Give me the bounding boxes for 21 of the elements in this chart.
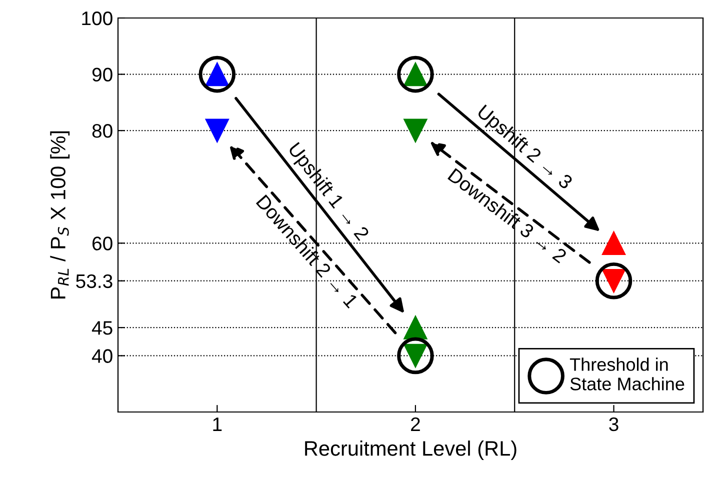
x-tick-label: 3 xyxy=(609,417,618,432)
x-axis-title: Recruitment Level (RL) xyxy=(305,440,516,460)
point xyxy=(595,262,632,300)
legend-label: Threshold in State Machine xyxy=(570,358,684,390)
point xyxy=(205,118,229,142)
y-tick-label: 40 xyxy=(92,349,112,363)
y-tick-label: 100 xyxy=(82,11,112,26)
y-tick-label: 60 xyxy=(92,236,112,250)
y-tick-label: 45 xyxy=(92,321,112,335)
x-tick-label: 2 xyxy=(411,417,420,431)
y-tick-label: 90 xyxy=(92,68,112,82)
point xyxy=(198,56,236,93)
point xyxy=(602,231,626,255)
y-tick-label: 80 xyxy=(92,124,112,138)
x-tick-label: 1 xyxy=(213,418,222,431)
point xyxy=(404,118,428,142)
point xyxy=(397,56,434,93)
y-tick-label: 53.3 xyxy=(76,274,112,288)
point xyxy=(404,316,428,340)
point xyxy=(397,337,434,374)
y-axis-title: P$_{RL}$ / P$_{S}$ X 100 [%] xyxy=(50,131,70,298)
